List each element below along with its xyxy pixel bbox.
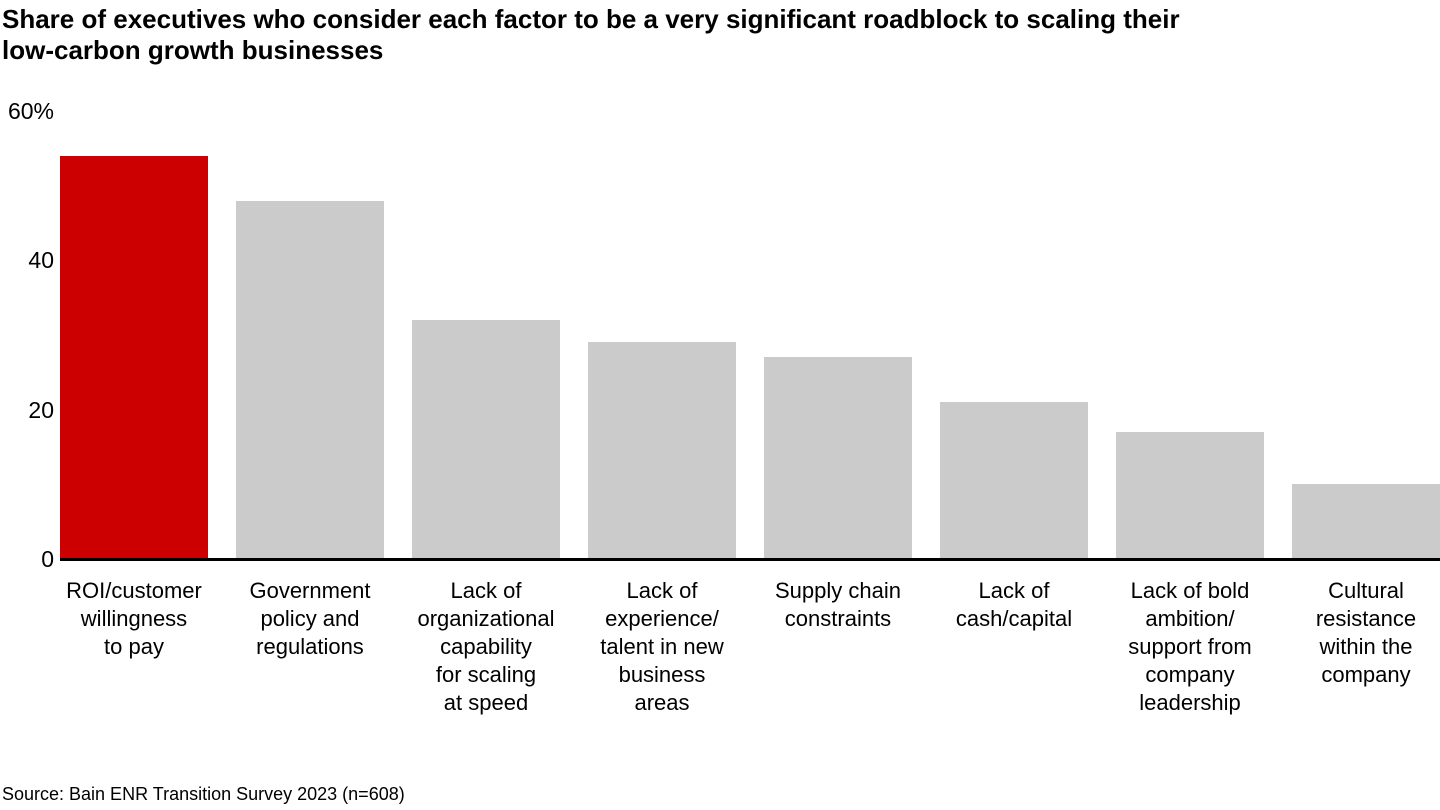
- category-label-3: Lack of organizational capability for sc…: [417, 578, 555, 715]
- chart-title: Share of executives who consider each fa…: [2, 4, 1180, 65]
- bar-7: [1116, 432, 1264, 559]
- category-label-2: Government policy and regulations: [249, 578, 371, 659]
- x-axis-labels: ROI/customer willingness to pay Governmen…: [60, 577, 1440, 717]
- y-tick-label-40: 40: [28, 247, 54, 274]
- category-label-5: Supply chain constraints: [775, 578, 901, 631]
- bar-4: [588, 342, 736, 559]
- y-tick-label-0: 0: [41, 546, 54, 572]
- category-label-1: ROI/customer willingness to pay: [66, 578, 202, 659]
- y-tick-label-20: 20: [28, 396, 54, 423]
- category-label-6: Lack of cash/capital: [955, 578, 1073, 631]
- source-note: Source: Bain ENR Transition Survey 2023 …: [2, 784, 405, 804]
- category-label-8: Cultural resistance within the company: [1315, 578, 1417, 687]
- bar-1: [60, 155, 208, 559]
- category-label-7: Lack of bold ambition/ support from comp…: [1128, 578, 1252, 715]
- plot-area: [60, 111, 1440, 559]
- bar-2: [236, 200, 384, 559]
- bar-8: [1292, 484, 1440, 559]
- category-label-4: Lack of experience/ talent in new busine…: [600, 578, 724, 715]
- y-tick-label-60: 60%: [7, 98, 54, 124]
- bar-series: [60, 111, 1440, 559]
- x-axis-line: [60, 558, 1440, 561]
- bar-3: [412, 320, 560, 559]
- bar-5: [764, 357, 912, 559]
- bar-6: [940, 402, 1088, 559]
